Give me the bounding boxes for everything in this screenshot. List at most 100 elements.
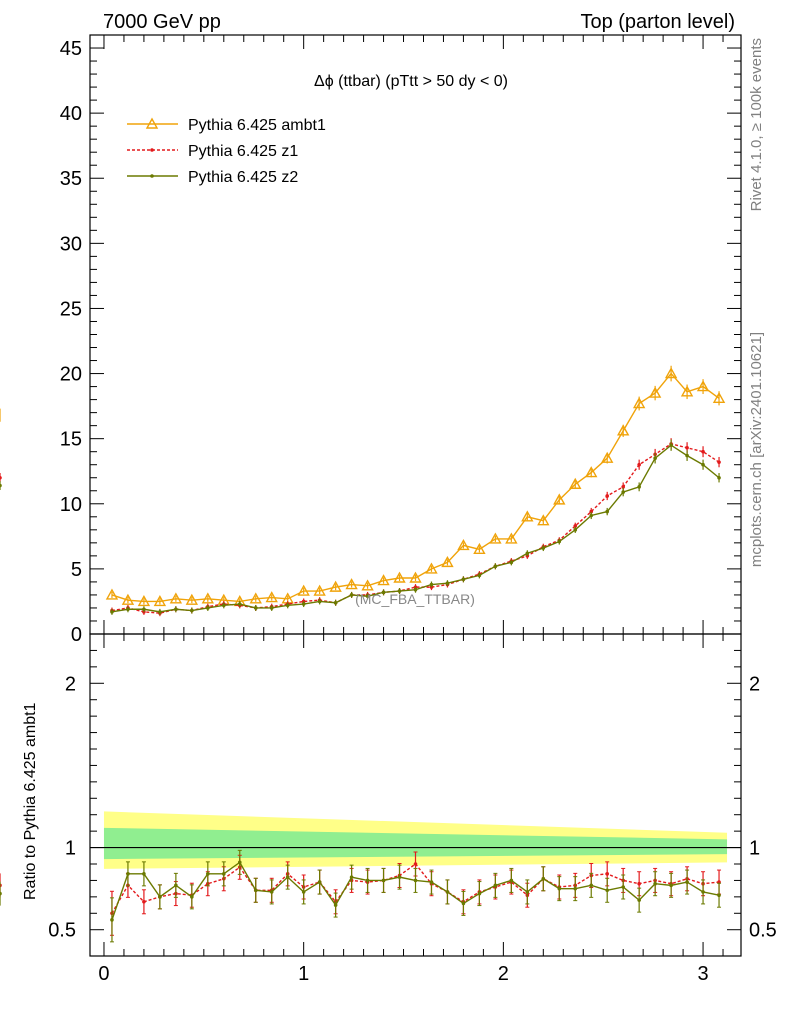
data-point: [137, 595, 151, 607]
ratio-point: [285, 875, 290, 879]
rivet-label: Rivet 4.1.0, ≥ 100k events: [748, 38, 765, 211]
data-point: [253, 606, 258, 610]
ratio-point: [333, 903, 338, 907]
y-tick-label: 30: [60, 233, 82, 255]
data-point: [701, 462, 705, 467]
ratio-point: [158, 895, 162, 899]
watermark: (MC_FBA_TTBAR): [355, 591, 475, 607]
data-point: [521, 510, 534, 522]
ratio-point: [206, 872, 210, 876]
data-point: [621, 490, 625, 494]
header-left: 7000 GeV pp: [103, 11, 221, 33]
ratio-y-tick-label-left: 1: [65, 838, 76, 860]
data-point: [685, 445, 689, 450]
data-point: [717, 460, 721, 464]
data-point: [664, 367, 678, 379]
data-point: [121, 593, 135, 605]
data-point: [537, 514, 550, 526]
data-point: [429, 582, 434, 587]
data-point: [169, 592, 183, 604]
ratio-point: [142, 872, 146, 876]
ratio-point: [317, 880, 322, 884]
data-point: [632, 397, 646, 409]
data-point: [381, 590, 386, 595]
ratio-point: [509, 878, 514, 883]
ratio-point: [605, 888, 610, 893]
data-point: [206, 606, 210, 610]
data-point: [712, 391, 726, 404]
data-point: [569, 477, 582, 489]
data-point: [158, 610, 162, 614]
data-point: [397, 589, 402, 593]
data-point: [701, 449, 705, 454]
data-point: [249, 592, 262, 604]
data-point: [409, 571, 422, 583]
ratio-point: [525, 890, 530, 894]
data-point: [153, 595, 167, 607]
y-tick-label: 45: [60, 38, 82, 60]
y-tick-label: 10: [60, 494, 82, 516]
ratio-point: [301, 890, 306, 894]
ratio-point: [0, 891, 2, 896]
data-point: [413, 587, 418, 592]
data-point: [717, 475, 721, 480]
data-point: [313, 584, 326, 596]
data-point: [585, 466, 598, 478]
ratio-point: [349, 875, 354, 879]
data-point: [237, 602, 242, 606]
data-point: [473, 542, 486, 555]
ratio-point: [493, 883, 498, 888]
y-tick-label: 15: [60, 429, 82, 451]
ratio-y-tick-label-left: 2: [65, 673, 76, 695]
data-point: [637, 485, 641, 489]
data-point: [553, 493, 566, 505]
ratio-point: [253, 888, 258, 893]
data-point: [0, 483, 2, 488]
data-point: [653, 456, 657, 461]
data-point: [425, 562, 438, 574]
ratio-point: [653, 881, 657, 886]
data-point: [573, 528, 578, 532]
data-point: [605, 509, 610, 514]
data-point: [365, 594, 370, 599]
data-point: [457, 539, 470, 551]
y-tick-label: 35: [60, 168, 82, 190]
data-point: [361, 579, 374, 591]
ratio-point: [142, 899, 146, 904]
data-point: [489, 532, 502, 544]
ratio-point: [365, 878, 370, 883]
data-point: [345, 578, 358, 590]
ratio-point: [477, 891, 482, 896]
data-point: [621, 485, 625, 489]
ratio-point: [557, 886, 562, 891]
legend-marker: [145, 117, 159, 129]
x-tick-label: 0: [98, 963, 109, 985]
ratio-point: [621, 885, 625, 889]
data-point: [505, 532, 518, 544]
y-tick-label: 0: [71, 624, 82, 646]
ratio-point: [445, 890, 450, 894]
ratio-point: [126, 872, 130, 876]
data-point: [541, 546, 546, 550]
data-point: [509, 560, 514, 565]
ratio-point: [685, 880, 689, 884]
data-point: [349, 593, 354, 597]
ratio-ylabel: Ratio to Pythia 6.425 ambt1: [22, 702, 39, 900]
x-tick-label: 1: [298, 963, 309, 985]
y-tick-label: 20: [60, 364, 82, 386]
mcplots-label: mcplots.cern.ch [arXiv:2401.10621]: [748, 332, 765, 567]
ratio-y-tick-label-left: 0.5: [48, 920, 76, 942]
ratio-point: [413, 862, 418, 866]
ratio-point: [461, 901, 466, 906]
data-point: [105, 588, 119, 600]
ratio-y-tick-label-right: 1: [749, 838, 760, 860]
ratio-point: [269, 890, 274, 894]
data-point: [185, 593, 199, 605]
ratio-point: [669, 883, 673, 888]
data-point: [201, 592, 215, 604]
ratio-point: [605, 872, 610, 876]
data-point: [680, 385, 694, 397]
data-point: [221, 603, 226, 608]
data-point: [461, 577, 466, 582]
